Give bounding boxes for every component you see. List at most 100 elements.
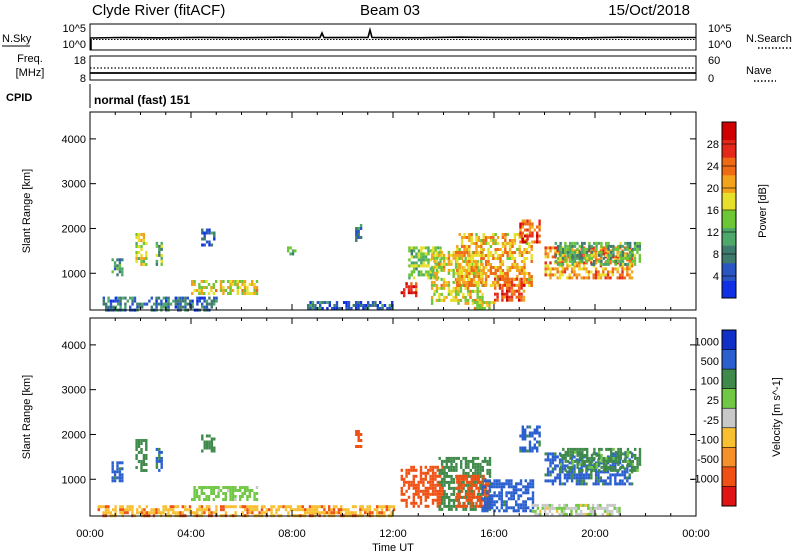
echo-cell bbox=[507, 506, 511, 510]
echo-cell bbox=[480, 504, 483, 508]
echo-cell bbox=[544, 252, 547, 256]
echo-cell bbox=[429, 483, 432, 487]
x-tick-label: 00:00 bbox=[76, 528, 104, 540]
echo-cell bbox=[227, 489, 230, 492]
echo-cell bbox=[473, 307, 477, 310]
echo-cell bbox=[450, 465, 453, 469]
echo-cell bbox=[326, 307, 329, 310]
echo-cell bbox=[525, 281, 529, 284]
echo-cell bbox=[549, 479, 552, 483]
echo-cell bbox=[510, 295, 514, 299]
echo-cell bbox=[355, 445, 358, 448]
echo-cell bbox=[452, 256, 455, 260]
echo-cell bbox=[323, 301, 327, 304]
echo-cell bbox=[248, 505, 252, 509]
echo-cell bbox=[482, 248, 485, 251]
echo-cell bbox=[634, 453, 637, 457]
echo-cell bbox=[460, 477, 464, 481]
echo-cell bbox=[590, 465, 594, 469]
echo-cell bbox=[496, 257, 500, 260]
echo-cell bbox=[489, 236, 493, 239]
echo-cell bbox=[466, 292, 470, 296]
echo-cell bbox=[498, 479, 501, 483]
echo-cell bbox=[607, 447, 610, 451]
echo-cell bbox=[448, 456, 451, 460]
echo-cell bbox=[582, 512, 585, 516]
echo-cell bbox=[618, 509, 621, 513]
echo-cell bbox=[621, 473, 624, 477]
echo-cell bbox=[475, 266, 478, 269]
echo-cell bbox=[618, 482, 622, 486]
echo-cell bbox=[468, 233, 471, 236]
echo-cell bbox=[253, 498, 256, 501]
echo-cell bbox=[167, 508, 170, 512]
echo-cell bbox=[338, 307, 341, 310]
echo-cell bbox=[337, 511, 340, 515]
echo-cell bbox=[496, 242, 500, 245]
echo-cell bbox=[201, 296, 204, 300]
echo-cell bbox=[450, 292, 453, 296]
echo-cell bbox=[576, 465, 579, 469]
echo-cell bbox=[203, 492, 206, 495]
noise-frame bbox=[89, 23, 697, 51]
echo-cell bbox=[121, 258, 124, 262]
echo-cell bbox=[145, 254, 148, 257]
echo-cell bbox=[117, 302, 120, 306]
echo-cell bbox=[403, 498, 406, 502]
echo-cell bbox=[513, 242, 517, 245]
echo-cell bbox=[179, 511, 182, 515]
echo-cell bbox=[475, 239, 478, 242]
echo-cell bbox=[573, 267, 576, 271]
echo-cell bbox=[609, 250, 613, 254]
echo-cell bbox=[150, 508, 153, 512]
echo-cell bbox=[270, 505, 273, 509]
echo-cell bbox=[546, 452, 550, 456]
echo-cell bbox=[600, 447, 603, 451]
echo-cell bbox=[487, 236, 490, 239]
echo-cell bbox=[111, 270, 114, 274]
echo-cell bbox=[234, 283, 237, 286]
echo-cell bbox=[576, 462, 579, 466]
echo-cell bbox=[630, 270, 634, 274]
echo-cell bbox=[448, 483, 451, 487]
echo-cell bbox=[420, 249, 423, 253]
echo-cell bbox=[510, 479, 513, 483]
echo-cell bbox=[417, 492, 420, 496]
echo-cell bbox=[477, 495, 481, 499]
echo-cell bbox=[576, 450, 579, 454]
echo-cell bbox=[203, 498, 206, 501]
echo-cell bbox=[475, 236, 478, 239]
echo-cell bbox=[251, 505, 254, 509]
echo-cell bbox=[447, 256, 451, 260]
echo-cell bbox=[638, 253, 641, 257]
echo-cell bbox=[525, 272, 529, 275]
echo-cell bbox=[311, 304, 315, 307]
echo-cell bbox=[222, 286, 225, 289]
echo-cell bbox=[583, 459, 586, 463]
echo-cell bbox=[408, 276, 411, 280]
echo-cell bbox=[135, 454, 138, 457]
echo-cell bbox=[140, 239, 143, 242]
echo-cell bbox=[470, 495, 473, 499]
echo-cell bbox=[472, 266, 476, 269]
echo-cell bbox=[121, 461, 124, 465]
echo-cell bbox=[436, 492, 439, 496]
echo-cell bbox=[205, 228, 209, 232]
echo-cell bbox=[368, 505, 372, 509]
echo-cell bbox=[498, 491, 501, 495]
echo-cell bbox=[614, 247, 617, 251]
echo-cell bbox=[391, 304, 394, 307]
echo-cell bbox=[184, 302, 187, 306]
echo-cell bbox=[456, 245, 459, 248]
echo-cell bbox=[231, 489, 235, 492]
echo-cell bbox=[464, 286, 467, 290]
echo-cell bbox=[590, 244, 593, 248]
echo-cell bbox=[189, 305, 192, 309]
echo-cell bbox=[205, 240, 209, 244]
echo-cell bbox=[506, 280, 509, 284]
echo-cell bbox=[332, 508, 336, 512]
echo-cell bbox=[412, 474, 415, 478]
echo-cell bbox=[465, 251, 469, 254]
echo-cell bbox=[482, 281, 485, 284]
echo-cell bbox=[515, 289, 518, 293]
